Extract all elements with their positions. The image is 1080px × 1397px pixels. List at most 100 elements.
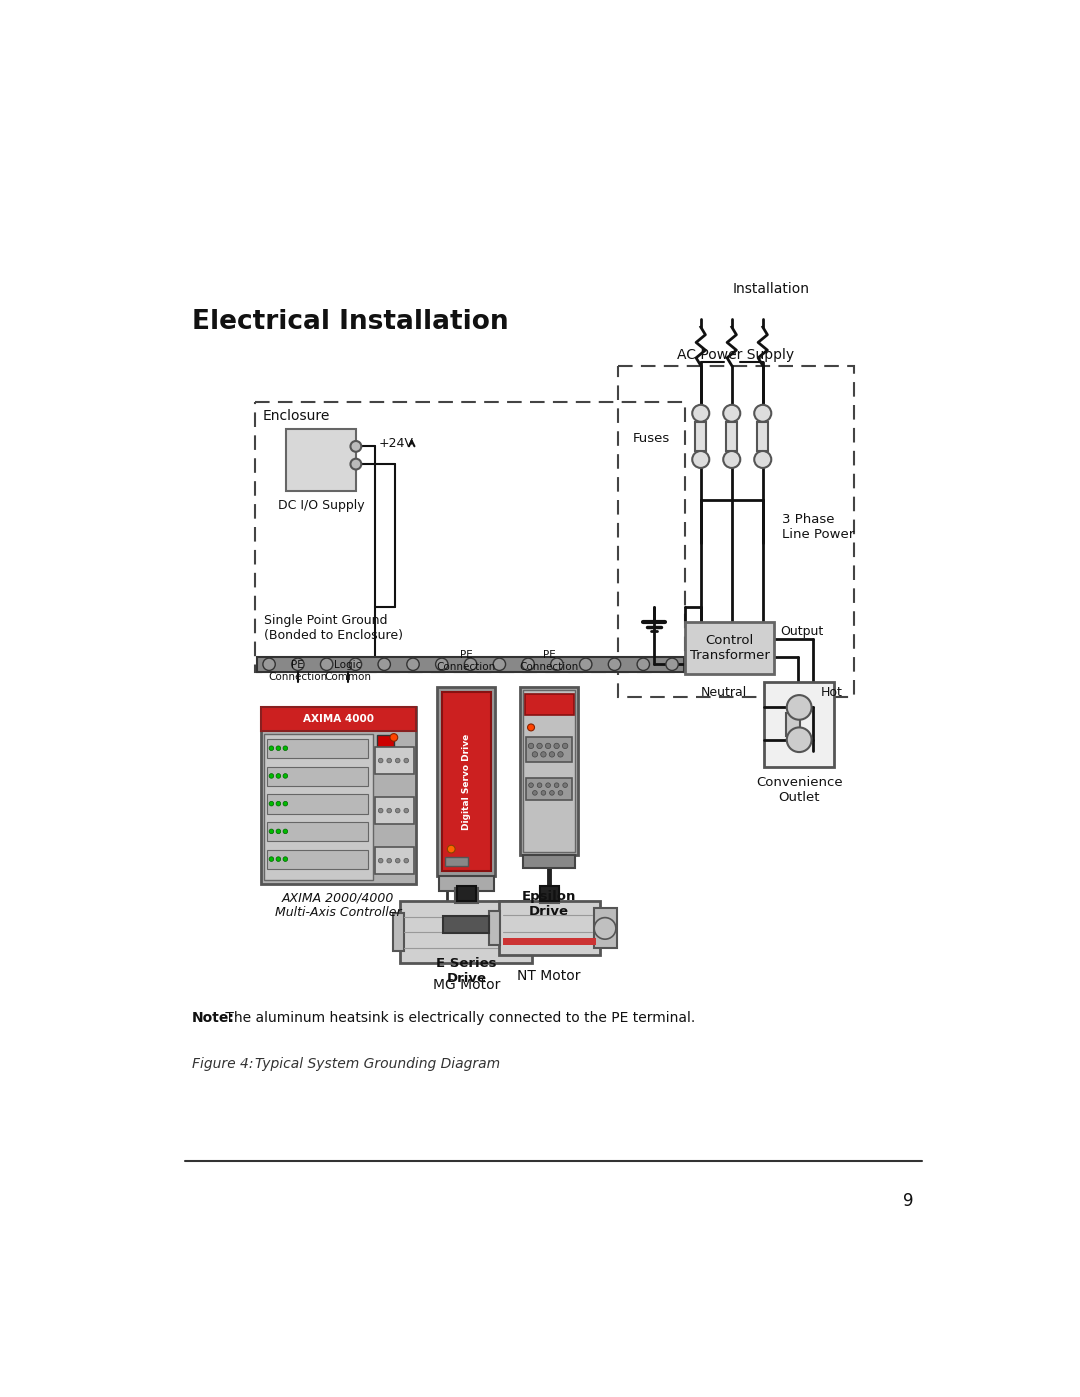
Text: PE
Connection: PE Connection bbox=[268, 661, 327, 682]
Circle shape bbox=[404, 759, 408, 763]
Circle shape bbox=[350, 458, 362, 469]
Circle shape bbox=[786, 696, 811, 719]
Circle shape bbox=[537, 782, 542, 788]
Circle shape bbox=[404, 858, 408, 863]
Bar bbox=[524, 855, 576, 868]
Circle shape bbox=[594, 918, 616, 939]
Bar bbox=[267, 795, 367, 813]
Text: Control
Transformer: Control Transformer bbox=[690, 634, 770, 662]
Circle shape bbox=[545, 782, 551, 788]
Circle shape bbox=[350, 441, 362, 451]
Circle shape bbox=[541, 752, 546, 757]
Bar bbox=[540, 886, 558, 901]
Bar bbox=[525, 693, 573, 715]
Circle shape bbox=[395, 858, 400, 863]
Bar bbox=[375, 746, 414, 774]
Text: Typical System Grounding Diagram: Typical System Grounding Diagram bbox=[255, 1058, 500, 1071]
Circle shape bbox=[378, 809, 383, 813]
Bar bbox=[377, 735, 394, 746]
Bar bbox=[286, 429, 356, 490]
Bar bbox=[685, 622, 774, 675]
Circle shape bbox=[754, 451, 771, 468]
Text: 3 Phase
Line Power: 3 Phase Line Power bbox=[782, 513, 854, 541]
Circle shape bbox=[527, 724, 535, 731]
Circle shape bbox=[283, 746, 287, 750]
Circle shape bbox=[390, 733, 397, 742]
Bar bbox=[267, 739, 367, 759]
Bar bbox=[442, 692, 490, 872]
Circle shape bbox=[666, 658, 678, 671]
Circle shape bbox=[563, 782, 567, 788]
Circle shape bbox=[395, 759, 400, 763]
Text: PE
Connection: PE Connection bbox=[436, 651, 496, 672]
Circle shape bbox=[269, 746, 273, 750]
Circle shape bbox=[387, 759, 392, 763]
Circle shape bbox=[724, 405, 740, 422]
Circle shape bbox=[387, 809, 392, 813]
Bar bbox=[521, 687, 578, 855]
Circle shape bbox=[550, 791, 554, 795]
Text: Note:: Note: bbox=[191, 1011, 234, 1025]
Bar bbox=[267, 767, 367, 787]
Bar bbox=[444, 916, 489, 933]
Circle shape bbox=[292, 658, 305, 671]
Text: 9: 9 bbox=[903, 1192, 914, 1210]
Circle shape bbox=[557, 752, 563, 757]
Bar bbox=[455, 887, 478, 902]
Circle shape bbox=[387, 858, 392, 863]
Text: The aluminum heatsink is electrically connected to the PE terminal.: The aluminum heatsink is electrically co… bbox=[221, 1011, 696, 1025]
Circle shape bbox=[522, 658, 535, 671]
Circle shape bbox=[724, 451, 740, 468]
Circle shape bbox=[283, 774, 287, 778]
Text: AC Power Supply: AC Power Supply bbox=[677, 348, 795, 362]
Text: Electrical Installation: Electrical Installation bbox=[191, 309, 509, 334]
Bar bbox=[502, 939, 596, 944]
Circle shape bbox=[554, 743, 559, 749]
Circle shape bbox=[692, 451, 710, 468]
Text: Digital Servo Drive: Digital Servo Drive bbox=[462, 733, 471, 830]
Text: Logic
Common: Logic Common bbox=[325, 661, 372, 682]
Circle shape bbox=[554, 782, 559, 788]
Bar bbox=[255, 402, 685, 672]
Circle shape bbox=[558, 791, 563, 795]
Bar bbox=[401, 901, 532, 963]
Circle shape bbox=[404, 809, 408, 813]
Bar bbox=[438, 876, 494, 891]
Circle shape bbox=[276, 774, 281, 778]
Text: AXIMA 2000/4000
Multi-Axis Controller: AXIMA 2000/4000 Multi-Axis Controller bbox=[274, 891, 402, 919]
Text: Installation: Installation bbox=[732, 282, 809, 296]
Bar bbox=[786, 712, 800, 736]
Circle shape bbox=[563, 743, 568, 749]
Circle shape bbox=[269, 856, 273, 862]
Bar bbox=[499, 901, 599, 956]
Bar bbox=[526, 738, 572, 763]
Circle shape bbox=[349, 658, 362, 671]
Text: Enclosure: Enclosure bbox=[262, 409, 330, 423]
Circle shape bbox=[407, 658, 419, 671]
Text: PE
Connection: PE Connection bbox=[519, 651, 579, 672]
Bar bbox=[393, 914, 404, 951]
Text: Single Point Ground
(Bonded to Enclosure): Single Point Ground (Bonded to Enclosure… bbox=[265, 615, 404, 643]
Circle shape bbox=[395, 809, 400, 813]
Circle shape bbox=[637, 658, 649, 671]
Circle shape bbox=[283, 802, 287, 806]
Circle shape bbox=[494, 658, 505, 671]
Circle shape bbox=[545, 743, 551, 749]
Bar bbox=[540, 887, 558, 902]
Circle shape bbox=[580, 658, 592, 671]
Circle shape bbox=[608, 658, 621, 671]
Bar bbox=[757, 422, 768, 451]
Circle shape bbox=[262, 658, 275, 671]
Bar bbox=[457, 886, 475, 901]
Bar bbox=[696, 422, 706, 451]
Circle shape bbox=[378, 759, 383, 763]
Circle shape bbox=[692, 405, 710, 422]
Bar bbox=[257, 657, 684, 672]
Circle shape bbox=[537, 743, 542, 749]
Circle shape bbox=[276, 802, 281, 806]
Circle shape bbox=[283, 856, 287, 862]
Text: Neutral: Neutral bbox=[701, 686, 747, 698]
Circle shape bbox=[786, 728, 811, 752]
Bar bbox=[260, 707, 416, 884]
Bar bbox=[260, 707, 416, 731]
